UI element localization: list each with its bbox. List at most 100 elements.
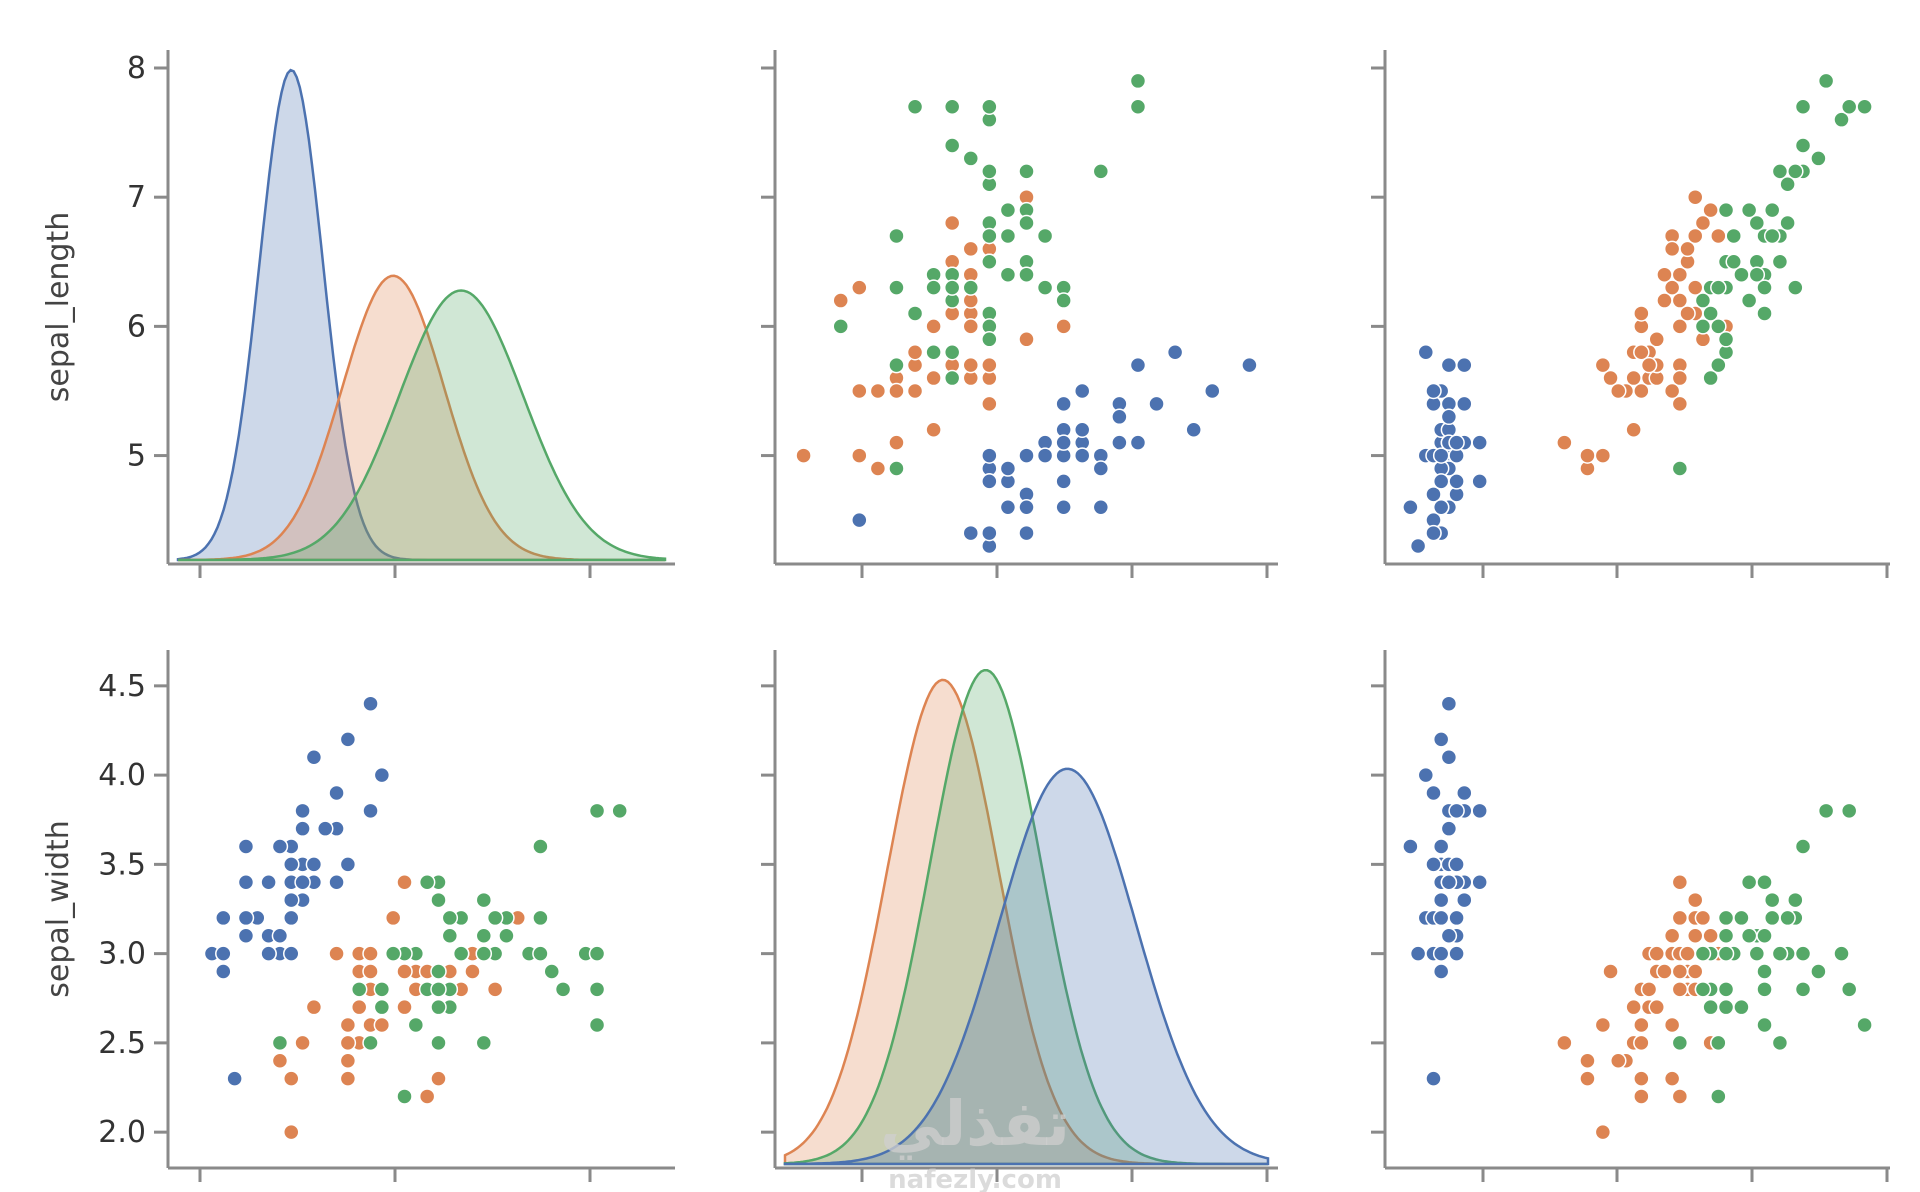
scatter-point xyxy=(588,802,606,820)
scatter-point xyxy=(999,201,1017,219)
scatter-point xyxy=(498,927,515,945)
scatter-point xyxy=(362,695,379,712)
scatter-point xyxy=(962,150,980,167)
scatter-point xyxy=(237,927,255,945)
scatter-point xyxy=(1073,382,1091,400)
watermark-latin: nafezly.com xyxy=(888,1165,1062,1192)
scatter-point xyxy=(943,137,961,154)
y-tick-label: 3.5 xyxy=(98,847,146,882)
scatter-point xyxy=(1733,909,1750,927)
scatter-point xyxy=(981,163,998,180)
scatter-point xyxy=(1241,356,1258,374)
scatter-point xyxy=(1471,434,1488,451)
scatter-point xyxy=(943,98,961,116)
y-tick-label: 2.0 xyxy=(98,1115,146,1150)
scatter-point xyxy=(1440,695,1458,712)
scatter-point xyxy=(943,343,961,361)
scatter-point xyxy=(1610,1052,1627,1069)
scatter-point xyxy=(339,1016,357,1034)
scatter-point xyxy=(1471,873,1488,891)
scatter-point xyxy=(362,802,379,820)
scatter-point xyxy=(1771,1034,1789,1052)
scatter-point xyxy=(1185,421,1202,438)
scatter-point xyxy=(294,820,311,837)
scatter-point xyxy=(1663,1016,1681,1034)
scatter-point xyxy=(1679,945,1696,962)
scatter-point xyxy=(430,891,447,909)
scatter-point xyxy=(1073,447,1091,464)
y-tick-label: 5 xyxy=(127,439,146,474)
kde-area-2 xyxy=(178,289,667,562)
scatter-point xyxy=(1594,356,1612,374)
scatter-point xyxy=(981,447,998,464)
scatter-point xyxy=(851,382,868,400)
scatter-point xyxy=(475,891,493,909)
scatter-point xyxy=(1432,891,1450,909)
scatter-point xyxy=(1671,873,1689,891)
scatter-point xyxy=(532,909,549,927)
scatter-point xyxy=(1771,945,1789,962)
scatter-point xyxy=(981,253,998,271)
scatter-point xyxy=(981,98,998,116)
series-0 xyxy=(1402,343,1488,555)
scatter-point xyxy=(1648,998,1665,1016)
scatter-point xyxy=(1018,266,1035,283)
scatter-point xyxy=(1663,927,1681,945)
scatter-point xyxy=(1756,963,1773,980)
scatter-point xyxy=(1794,981,1812,998)
scatter-point xyxy=(1036,227,1054,245)
scatter-point xyxy=(1686,227,1704,245)
scatter-point xyxy=(1633,1034,1650,1052)
scatter-point xyxy=(832,292,849,309)
scatter-point xyxy=(888,434,905,451)
scatter-point xyxy=(294,802,311,820)
scatter-point xyxy=(1111,408,1128,426)
scatter-point xyxy=(1748,214,1766,232)
scatter-point xyxy=(851,279,868,296)
scatter-point xyxy=(1710,1034,1727,1052)
scatter-point xyxy=(1771,163,1789,180)
scatter-point xyxy=(1679,305,1696,322)
scatter-point xyxy=(1787,279,1804,296)
scatter-point xyxy=(1725,253,1742,271)
scatter-point xyxy=(1779,176,1796,193)
scatter-point xyxy=(1471,802,1488,820)
scatter-point xyxy=(906,98,924,116)
series-1 xyxy=(1556,188,1735,477)
scatter-point xyxy=(1833,111,1850,128)
scatter-point xyxy=(1686,927,1704,945)
scatter-point xyxy=(486,909,504,927)
scatter-point xyxy=(1694,945,1712,962)
scatter-point xyxy=(305,856,323,873)
scatter-point xyxy=(1633,1070,1650,1087)
series-2 xyxy=(1671,802,1873,1105)
scatter-point xyxy=(1456,356,1473,374)
scatter-point xyxy=(452,945,470,962)
scatter-point xyxy=(543,963,560,980)
scatter-point xyxy=(1794,137,1812,154)
scatter-point xyxy=(464,963,481,980)
scatter-point xyxy=(588,981,606,998)
scatter-point xyxy=(328,945,345,962)
scatter-point xyxy=(1579,447,1596,464)
scatter-point xyxy=(832,318,849,335)
scatter-point xyxy=(1671,369,1689,387)
scatter-point xyxy=(1656,963,1673,980)
scatter-point xyxy=(339,731,357,748)
scatter-point xyxy=(475,1034,493,1052)
scatter-point xyxy=(1456,891,1473,909)
scatter-point xyxy=(1671,1034,1689,1052)
scatter-point xyxy=(1129,98,1147,116)
scatter-point xyxy=(1602,369,1619,387)
scatter-point xyxy=(1717,998,1735,1016)
scatter-point xyxy=(1425,784,1442,802)
scatter-point xyxy=(1671,963,1689,980)
scatter-point xyxy=(1633,343,1650,361)
scatter-point xyxy=(1594,1016,1612,1034)
scatter-point xyxy=(1756,873,1773,891)
scatter-point xyxy=(283,909,300,927)
scatter-point xyxy=(1686,891,1704,909)
scatter-point xyxy=(430,963,447,980)
scatter-point xyxy=(1648,331,1665,348)
scatter-point xyxy=(475,945,493,962)
